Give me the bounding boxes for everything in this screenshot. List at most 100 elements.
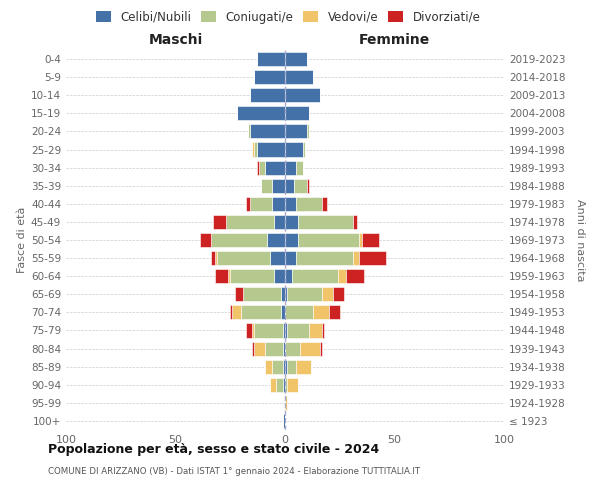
Bar <box>276 378 283 392</box>
Bar <box>228 269 230 283</box>
Y-axis label: Anni di nascita: Anni di nascita <box>575 198 585 281</box>
Bar <box>215 251 217 265</box>
Bar <box>248 124 250 138</box>
Text: Femmine: Femmine <box>359 34 430 48</box>
Bar <box>283 360 285 374</box>
Bar <box>285 306 313 320</box>
Bar <box>296 360 311 374</box>
Bar <box>353 251 359 265</box>
Bar <box>250 124 285 138</box>
Bar <box>272 197 285 211</box>
Bar <box>252 342 254 355</box>
Bar <box>287 324 309 338</box>
Bar <box>200 233 211 247</box>
Bar <box>285 160 296 174</box>
Bar <box>217 251 269 265</box>
Bar <box>257 52 285 66</box>
Bar <box>285 233 298 247</box>
Bar <box>285 378 287 392</box>
Bar <box>241 306 281 320</box>
Bar <box>283 324 285 338</box>
Legend: Celibi/Nubili, Coniugati/e, Vedovi/e, Divorziati/e: Celibi/Nubili, Coniugati/e, Vedovi/e, Di… <box>93 8 483 26</box>
Bar <box>296 160 302 174</box>
Bar <box>265 160 285 174</box>
Text: Popolazione per età, sesso e stato civile - 2024: Popolazione per età, sesso e stato civil… <box>48 442 379 456</box>
Bar <box>254 142 257 156</box>
Bar <box>245 197 250 211</box>
Bar <box>215 269 228 283</box>
Bar <box>269 378 276 392</box>
Y-axis label: Fasce di età: Fasce di età <box>17 207 27 273</box>
Bar <box>285 215 298 229</box>
Bar <box>230 306 232 320</box>
Bar <box>287 378 298 392</box>
Bar <box>285 88 320 102</box>
Bar <box>285 342 301 355</box>
Bar <box>285 360 287 374</box>
Bar <box>283 342 285 355</box>
Bar <box>283 378 285 392</box>
Bar <box>230 269 274 283</box>
Bar <box>298 215 353 229</box>
Bar <box>338 269 346 283</box>
Bar <box>285 396 287 410</box>
Bar <box>333 287 344 302</box>
Text: COMUNE DI ARIZZANO (VB) - Dati ISTAT 1° gennaio 2024 - Elaborazione TUTTITALIA.I: COMUNE DI ARIZZANO (VB) - Dati ISTAT 1° … <box>48 468 420 476</box>
Bar <box>322 287 333 302</box>
Bar <box>274 215 285 229</box>
Bar <box>235 287 244 302</box>
Bar <box>272 360 283 374</box>
Bar <box>359 233 362 247</box>
Bar <box>285 106 309 120</box>
Bar <box>285 124 307 138</box>
Bar <box>309 324 322 338</box>
Bar <box>254 324 283 338</box>
Bar <box>285 197 296 211</box>
Bar <box>245 324 252 338</box>
Bar <box>362 233 379 247</box>
Bar <box>211 233 268 247</box>
Bar <box>283 414 285 428</box>
Bar <box>346 269 364 283</box>
Bar <box>265 342 283 355</box>
Bar <box>257 142 285 156</box>
Bar <box>232 306 241 320</box>
Bar <box>213 215 226 229</box>
Bar <box>261 178 272 193</box>
Bar <box>281 287 285 302</box>
Bar <box>359 251 386 265</box>
Bar <box>285 52 307 66</box>
Bar <box>285 142 302 156</box>
Bar <box>268 233 285 247</box>
Bar <box>296 197 322 211</box>
Bar <box>313 306 329 320</box>
Bar <box>269 251 285 265</box>
Bar <box>281 306 285 320</box>
Bar <box>322 197 326 211</box>
Bar <box>254 342 265 355</box>
Bar <box>259 160 265 174</box>
Bar <box>285 70 313 84</box>
Bar <box>307 124 309 138</box>
Bar <box>294 178 307 193</box>
Bar <box>257 160 259 174</box>
Bar <box>353 215 357 229</box>
Bar <box>302 142 305 156</box>
Bar <box>285 251 296 265</box>
Bar <box>285 178 294 193</box>
Bar <box>265 360 272 374</box>
Bar <box>307 178 309 193</box>
Bar <box>237 106 285 120</box>
Bar <box>252 142 254 156</box>
Bar <box>301 342 320 355</box>
Bar <box>252 324 254 338</box>
Bar <box>287 287 322 302</box>
Bar <box>329 306 340 320</box>
Bar <box>320 342 322 355</box>
Bar <box>244 287 281 302</box>
Bar <box>285 269 292 283</box>
Bar <box>287 360 296 374</box>
Bar <box>285 324 287 338</box>
Bar <box>272 178 285 193</box>
Bar <box>226 215 274 229</box>
